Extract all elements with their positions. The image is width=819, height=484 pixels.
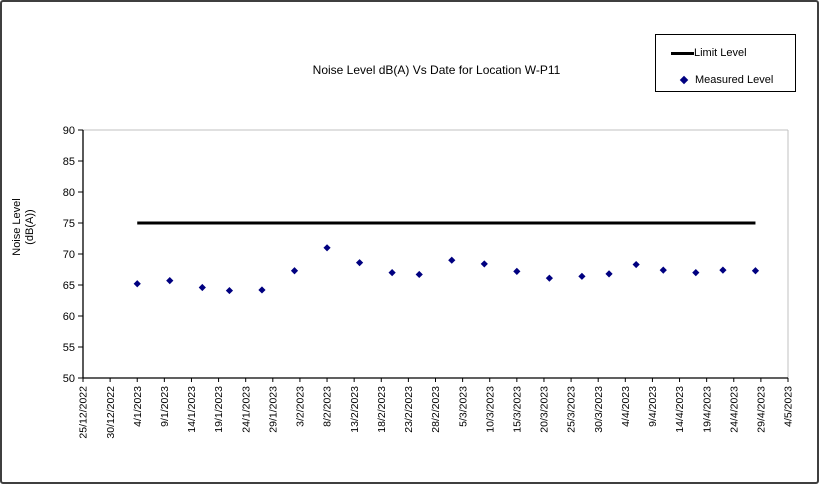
y-tick-label: 55	[63, 342, 75, 354]
data-point-diamond	[198, 283, 206, 292]
data-point-diamond	[719, 266, 727, 274]
x-tick-label: 29/1/2023	[267, 386, 279, 433]
data-point-diamond	[578, 272, 586, 280]
y-tick-label: 80	[63, 187, 75, 199]
x-tick-label: 9/4/2023	[647, 386, 659, 427]
legend-label-measured-level: Measured Level	[695, 74, 774, 86]
x-tick-label: 15/3/2023	[512, 386, 524, 433]
x-tick-label: 13/2/2023	[349, 386, 361, 433]
x-tick-label: 19/4/2023	[701, 386, 713, 433]
x-tick-label: 23/2/2023	[403, 386, 415, 433]
data-point-diamond	[388, 269, 396, 277]
data-point-diamond	[692, 269, 700, 277]
x-tick-label: 20/3/2023	[539, 386, 551, 433]
legend-item-measured-level: Measured Level	[656, 73, 773, 87]
data-point-diamond	[290, 267, 299, 275]
data-point-diamond	[258, 286, 266, 294]
legend-label-limit-level: Limit Level	[694, 47, 747, 59]
x-tick-label: 29/4/2023	[756, 386, 768, 433]
y-tick-label: 50	[63, 373, 75, 385]
x-tick-label: 24/4/2023	[728, 386, 740, 433]
limit-line-swatch-icon	[671, 51, 694, 55]
x-tick-label: 14/1/2023	[186, 386, 198, 433]
x-tick-label: 30/3/2023	[593, 386, 605, 433]
y-tick-label: 90	[63, 125, 75, 137]
data-point-diamond	[355, 259, 364, 267]
x-tick-label: 24/1/2023	[240, 386, 252, 433]
data-point-diamond	[751, 267, 760, 275]
x-tick-label: 18/2/2023	[376, 386, 388, 433]
x-tick-label: 4/4/2023	[620, 386, 632, 427]
data-point-diamond	[632, 260, 640, 269]
x-tick-label: 5/3/2023	[457, 386, 469, 427]
data-point-diamond	[225, 286, 234, 295]
x-tick-label: 4/5/2023	[783, 386, 795, 427]
legend-item-limit-level: Limit Level	[656, 46, 747, 60]
data-point-diamond	[513, 267, 521, 275]
x-tick-label: 25/12/2022	[78, 386, 90, 439]
x-tick-label: 30/12/2022	[105, 386, 117, 439]
data-point-diamond	[545, 274, 553, 282]
x-tick-label: 8/2/2023	[322, 386, 334, 427]
legend: Limit Level Measured Level	[655, 34, 796, 92]
data-point-diamond	[448, 256, 456, 264]
data-point-diamond	[659, 266, 667, 274]
x-tick-label: 14/4/2023	[674, 386, 686, 433]
data-point-diamond	[480, 260, 488, 268]
y-tick-label: 70	[63, 249, 75, 261]
data-point-diamond	[323, 244, 331, 252]
x-tick-label: 3/2/2023	[295, 386, 307, 427]
chart-title: Noise Level dB(A) Vs Date for Location W…	[312, 63, 561, 77]
y-tick-label: 75	[63, 218, 75, 230]
y-tick-label: 60	[63, 311, 75, 323]
x-tick-label: 25/3/2023	[566, 386, 578, 433]
x-tick-label: 4/1/2023	[132, 386, 144, 427]
data-point-diamond	[415, 270, 423, 279]
y-tick-label: 85	[63, 156, 75, 168]
data-point-diamond	[166, 277, 174, 285]
x-tick-label: 28/2/2023	[430, 386, 442, 433]
y-tick-label: 65	[63, 280, 75, 292]
data-point-diamond	[605, 270, 613, 278]
x-tick-label: 9/1/2023	[159, 386, 171, 427]
x-tick-label: 19/1/2023	[213, 386, 225, 433]
x-tick-label: 10/3/2023	[484, 386, 496, 433]
data-point-diamond	[133, 280, 141, 288]
